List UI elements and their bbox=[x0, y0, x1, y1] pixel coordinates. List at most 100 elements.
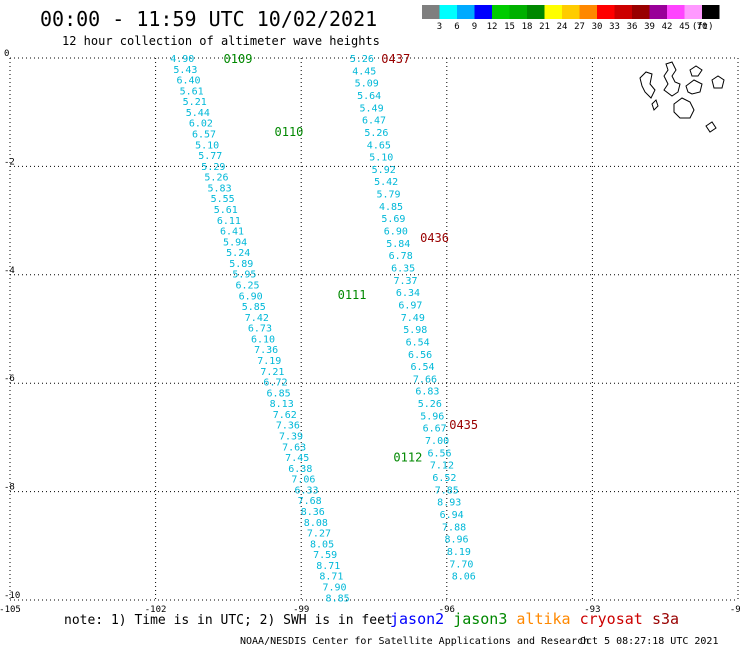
y-tick-label: -10 bbox=[4, 591, 20, 601]
legend-swatch bbox=[597, 5, 615, 19]
wave-height-value: 7.63 bbox=[282, 442, 306, 453]
wave-height-value: 5.83 bbox=[208, 183, 232, 194]
wave-height-value: 5.29 bbox=[201, 162, 225, 173]
wave-height-value: 8.06 bbox=[452, 572, 476, 583]
chart-subtitle: 12 hour collection of altimeter wave hei… bbox=[62, 34, 380, 48]
wave-height-value: 5.26 bbox=[418, 399, 442, 410]
y-tick-label: 0 bbox=[4, 49, 9, 59]
wave-height-value: 7.85 bbox=[435, 485, 459, 496]
wave-height-value: 8.71 bbox=[316, 561, 340, 572]
satellite-label-jason3: jason3 bbox=[453, 610, 507, 628]
satellite-label-altika: altika bbox=[516, 610, 570, 628]
wave-height-value: 6.56 bbox=[427, 448, 451, 459]
legend-label: 70 bbox=[697, 22, 708, 32]
galapagos-islands-outline bbox=[639, 61, 725, 133]
wave-height-value: 6.94 bbox=[440, 510, 464, 521]
pass-time-label: 0435 bbox=[449, 418, 478, 432]
legend-label: 36 bbox=[627, 22, 638, 32]
wave-height-value: 5.92 bbox=[372, 165, 396, 176]
wave-height-value: 5.21 bbox=[183, 97, 207, 108]
legend-label: 9 bbox=[472, 22, 477, 32]
legend-swatch bbox=[562, 5, 580, 19]
wave-height-value: 7.68 bbox=[298, 496, 322, 507]
y-tick-label: -8 bbox=[4, 483, 15, 493]
x-tick-label: -93 bbox=[584, 605, 600, 615]
legend-swatch bbox=[439, 5, 457, 19]
wave-height-value: 5.94 bbox=[223, 237, 247, 248]
wave-height-value: 7.59 bbox=[313, 550, 337, 561]
wave-height-value: 8.36 bbox=[301, 507, 325, 518]
wave-height-value: 6.25 bbox=[235, 281, 259, 292]
x-tick-label: -96 bbox=[439, 605, 455, 615]
legend-swatch bbox=[667, 5, 685, 19]
wave-height-value: 8.85 bbox=[326, 593, 350, 604]
wave-height-value: 6.78 bbox=[389, 251, 413, 262]
wave-height-value: 5.10 bbox=[369, 153, 393, 164]
wave-height-value: 7.45 bbox=[285, 453, 309, 464]
wave-height-value: 5.98 bbox=[403, 325, 427, 336]
wave-height-value: 4.65 bbox=[367, 140, 391, 151]
wave-height-value: 6.73 bbox=[248, 324, 272, 335]
wave-height-value: 5.26 bbox=[364, 128, 388, 139]
wave-height-value: 7.27 bbox=[307, 529, 331, 540]
wave-height-value: 4.85 bbox=[379, 202, 403, 213]
legend-swatch bbox=[684, 5, 702, 19]
wave-height-value: 7.62 bbox=[273, 410, 297, 421]
wave-height-value: 5.64 bbox=[357, 91, 381, 102]
wave-height-value: 7.37 bbox=[393, 276, 417, 287]
x-tick-label: -99 bbox=[293, 605, 309, 615]
wave-height-value: 6.85 bbox=[267, 388, 291, 399]
wave-height-value: 6.40 bbox=[176, 76, 200, 87]
legend-swatch bbox=[527, 5, 545, 19]
wave-height-value: 5.79 bbox=[377, 190, 401, 201]
legend-label: 21 bbox=[539, 22, 550, 32]
wave-height-value: 6.83 bbox=[415, 387, 439, 398]
legend-swatch bbox=[579, 5, 597, 19]
wave-height-value: 5.77 bbox=[198, 151, 222, 162]
wave-height-value: 5.09 bbox=[355, 79, 379, 90]
y-tick-label: -6 bbox=[4, 374, 15, 384]
wave-height-value: 5.42 bbox=[374, 177, 398, 188]
pass-time-label: 0437 bbox=[381, 52, 410, 66]
wave-height-value: 7.19 bbox=[257, 356, 281, 367]
wave-height-value: 5.61 bbox=[214, 205, 238, 216]
wave-height-value: 7.66 bbox=[413, 374, 437, 385]
satellite-label-s3a: s3a bbox=[652, 610, 679, 628]
wave-height-value: 5.95 bbox=[232, 270, 256, 281]
wave-height-value: 6.10 bbox=[251, 334, 275, 345]
wave-height-value: 8.08 bbox=[304, 518, 328, 529]
wave-height-value: 7.42 bbox=[245, 313, 269, 324]
wave-height-value: 6.35 bbox=[391, 264, 415, 275]
legend-label: 42 bbox=[662, 22, 673, 32]
legend-label: 33 bbox=[609, 22, 620, 32]
x-tick-label: -90 bbox=[730, 605, 740, 615]
wave-height-value: 6.56 bbox=[408, 350, 432, 361]
legend-label: 30 bbox=[592, 22, 603, 32]
wave-height-value: 5.10 bbox=[195, 140, 219, 151]
wave-height-value: 5.24 bbox=[226, 248, 250, 259]
wave-height-value: 8.96 bbox=[444, 535, 468, 546]
wave-height-value: 5.26 bbox=[350, 54, 374, 65]
legend-swatch bbox=[474, 5, 492, 19]
satellite-legend: jason2 jason3 altika cryosat s3a bbox=[390, 610, 679, 628]
wave-height-value: 7.88 bbox=[442, 522, 466, 533]
color-legend: 3 6 9 12 15 18 21 24 27 30 33 36 39 42 45 70(ft) bbox=[422, 5, 720, 32]
wave-height-value: 8.19 bbox=[447, 547, 471, 558]
y-tick-label: -4 bbox=[4, 266, 15, 276]
x-tick-label: -102 bbox=[145, 605, 167, 615]
pass-time-label: 0436 bbox=[420, 231, 449, 245]
wave-height-value: 7.90 bbox=[322, 583, 346, 594]
wave-height-value: 7.36 bbox=[254, 345, 278, 356]
legend-swatch bbox=[702, 5, 720, 19]
pass-time-label: 0109 bbox=[224, 52, 253, 66]
timestamp-text: Oct 5 08:27:18 UTC 2021 bbox=[580, 636, 718, 647]
wave-height-value: 5.69 bbox=[381, 214, 405, 225]
wave-height-value: 5.89 bbox=[229, 259, 253, 270]
legend-swatch bbox=[614, 5, 632, 19]
wave-height-value: 7.39 bbox=[279, 432, 303, 443]
legend-label: 24 bbox=[557, 22, 568, 32]
wave-height-value: 5.85 bbox=[242, 302, 266, 313]
wave-height-value: 6.34 bbox=[396, 288, 420, 299]
wave-height-value: 6.54 bbox=[406, 337, 430, 348]
